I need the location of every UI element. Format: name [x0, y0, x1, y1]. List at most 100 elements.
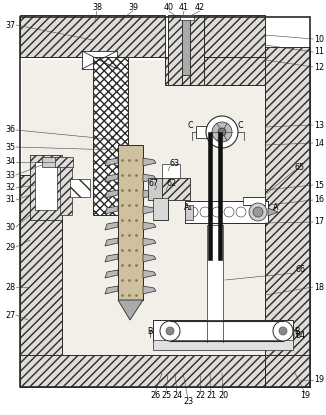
Polygon shape — [105, 222, 118, 230]
Polygon shape — [143, 206, 156, 214]
Text: 62: 62 — [167, 178, 177, 188]
Text: 28: 28 — [5, 283, 15, 291]
Text: 33: 33 — [5, 171, 15, 180]
Text: A₁: A₁ — [184, 203, 192, 212]
Polygon shape — [105, 206, 118, 214]
Text: 40: 40 — [164, 3, 174, 12]
Bar — [207, 225, 223, 320]
Text: 23: 23 — [183, 398, 193, 407]
Text: 66: 66 — [295, 266, 305, 274]
Text: 14: 14 — [314, 139, 324, 147]
Polygon shape — [143, 174, 156, 182]
Bar — [196, 126, 208, 138]
Bar — [243, 197, 265, 205]
Text: 24: 24 — [172, 391, 182, 400]
Text: 34: 34 — [5, 158, 15, 166]
Circle shape — [200, 207, 210, 217]
Text: 41: 41 — [179, 3, 189, 12]
Bar — [218, 132, 222, 260]
Circle shape — [249, 203, 267, 221]
Polygon shape — [105, 254, 118, 262]
Bar — [153, 340, 293, 350]
Text: 13: 13 — [314, 120, 324, 129]
Text: 29: 29 — [5, 242, 15, 251]
Circle shape — [279, 327, 287, 335]
Polygon shape — [105, 174, 118, 182]
Polygon shape — [105, 286, 118, 294]
Circle shape — [160, 321, 180, 341]
Text: 63: 63 — [169, 159, 179, 168]
Bar — [180, 15, 194, 20]
Text: 12: 12 — [314, 63, 324, 71]
Text: 67: 67 — [149, 178, 159, 188]
Bar — [190, 15, 204, 85]
Circle shape — [206, 116, 238, 148]
Bar — [162, 164, 180, 178]
Text: 32: 32 — [5, 183, 15, 193]
Text: 27: 27 — [5, 310, 15, 320]
Circle shape — [212, 122, 232, 142]
Polygon shape — [143, 158, 156, 166]
Text: 15: 15 — [314, 181, 324, 190]
Text: B: B — [294, 327, 300, 335]
Polygon shape — [143, 270, 156, 278]
Bar — [182, 15, 190, 75]
Text: 64: 64 — [295, 330, 305, 339]
Polygon shape — [268, 208, 278, 216]
Text: 30: 30 — [5, 222, 15, 232]
Polygon shape — [143, 286, 156, 294]
Bar — [93, 57, 128, 215]
Polygon shape — [105, 270, 118, 278]
Bar — [153, 198, 168, 220]
Bar — [185, 201, 268, 223]
Text: 21: 21 — [206, 391, 216, 400]
Bar — [60, 165, 72, 215]
Bar — [20, 175, 62, 387]
Text: 20: 20 — [218, 391, 228, 400]
Circle shape — [212, 207, 222, 217]
Text: 16: 16 — [314, 195, 324, 205]
Bar — [153, 320, 293, 342]
Text: 17: 17 — [314, 217, 324, 227]
Bar — [82, 51, 117, 69]
Polygon shape — [143, 190, 156, 198]
Text: 11: 11 — [314, 47, 324, 56]
Circle shape — [236, 207, 246, 217]
Polygon shape — [143, 238, 156, 246]
Text: 25: 25 — [161, 391, 171, 400]
Text: 36: 36 — [5, 125, 15, 134]
Bar — [20, 17, 310, 387]
Text: B: B — [147, 327, 153, 335]
Text: A: A — [273, 203, 279, 212]
Text: 38: 38 — [92, 3, 102, 12]
Polygon shape — [143, 222, 156, 230]
Bar — [55, 157, 73, 167]
Circle shape — [166, 327, 174, 335]
Text: 19: 19 — [300, 391, 310, 400]
Text: 19: 19 — [314, 376, 324, 385]
Polygon shape — [143, 254, 156, 262]
Bar — [42, 157, 56, 167]
Text: 31: 31 — [5, 195, 15, 205]
Bar — [220, 60, 265, 355]
Polygon shape — [118, 300, 143, 320]
Bar — [265, 47, 310, 387]
Bar — [175, 15, 265, 57]
Bar — [35, 162, 57, 210]
Bar — [30, 155, 62, 220]
Bar — [70, 179, 90, 197]
Text: 65: 65 — [295, 163, 305, 171]
Bar — [168, 15, 182, 85]
Bar — [22, 60, 265, 355]
Polygon shape — [105, 158, 118, 166]
Text: 22: 22 — [195, 391, 205, 400]
Text: C: C — [187, 120, 193, 129]
Polygon shape — [105, 238, 118, 246]
Circle shape — [273, 321, 293, 341]
Bar — [165, 57, 265, 85]
Bar — [185, 205, 193, 220]
Text: 26: 26 — [150, 391, 160, 400]
Bar — [20, 355, 265, 387]
Text: 39: 39 — [128, 3, 138, 12]
Bar — [265, 355, 310, 387]
